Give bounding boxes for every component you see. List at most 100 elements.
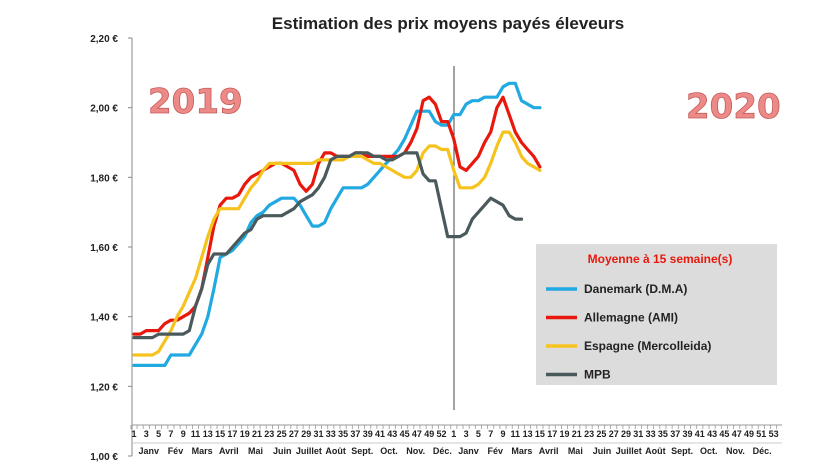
month-label: Nov. [726,446,745,456]
x-tick-label: 11 [191,429,201,439]
month-label: Mars [511,446,532,456]
x-tick-label: 7 [168,429,173,439]
x-tick-label: 37 [670,429,680,439]
x-tick-label: 27 [609,429,619,439]
month-label: Avril [219,446,239,456]
x-tick-label: 37 [350,429,360,439]
month-label: Janv [139,446,160,456]
month-label: Fév [168,446,184,456]
x-tick-label: 43 [707,429,717,439]
x-tick-label: 53 [769,429,779,439]
x-axis: 1 3 5 7 9 11 13 15 17 19 21 23 25 27 29 31 33 35 37 39 41 43 4… [130,424,782,456]
legend-label-danemark-d-m-a: Danemark (D.M.A) [584,282,687,296]
month-label: Juin [593,446,612,456]
series-line-danemark-d-m-a [132,81,542,367]
x-tick-label: 3 [464,429,469,439]
x-tick-label: 13 [523,429,533,439]
x-tick-label: 17 [547,429,557,439]
x-tick-label: 9 [181,429,186,439]
y-tick-label: 1,00 € [90,452,118,462]
y-tick-label: 1,80 € [90,173,118,184]
x-tick-label: 21 [252,429,262,439]
legend-box [536,244,777,385]
month-label: Mars [192,446,213,456]
month-label: Déc. [753,446,772,456]
x-tick-label: 47 [412,429,422,439]
year-label-2020: 2020 [686,87,781,127]
x-tick-label: 41 [695,429,705,439]
x-tick-label: 49 [424,429,434,439]
x-tick-label: 39 [682,429,692,439]
x-tick-label: 25 [596,429,606,439]
month-label: Nov. [406,446,425,456]
x-tick-label: 31 [313,429,323,439]
x-tick-label: 19 [240,429,250,439]
y-axis: 1,00 € 1,20 € 1,40 € 1,60 € 1,80 € 2,00 € 2,20… [90,34,133,462]
y-tick-label: 2,20 € [90,34,118,45]
x-tick-label: 15 [535,429,545,439]
x-tick-label: 31 [633,429,643,439]
x-tick-label: 33 [646,429,656,439]
month-label: Juillet [296,446,322,456]
legend-label-allemagne-ami: Allemagne (AMI) [584,311,678,325]
x-tick-label: 23 [264,429,274,439]
month-label: Août [645,446,666,456]
x-tick-label: 49 [744,429,754,439]
x-tick-label: 1 [451,429,456,439]
x-tick-label: 51 [756,429,766,439]
series-line-allemagne-ami [132,95,542,336]
month-label: Janv [458,446,479,456]
x-tick-label: 5 [156,429,161,439]
year-label-2019: 2019 [148,82,243,122]
series-line-mpb [132,151,524,340]
x-tick-label: 29 [621,429,631,439]
x-tick-label: 35 [338,429,348,439]
y-tick-label: 1,20 € [90,382,118,393]
x-tick-label: 33 [326,429,336,439]
month-label: Avril [539,446,559,456]
x-tick-label: 39 [363,429,373,439]
month-label: Déc. [433,446,452,456]
x-tick-label: 3 [144,429,149,439]
x-tick-label: 9 [500,429,505,439]
series-layer [132,81,542,367]
month-label: Oct. [700,446,718,456]
x-tick-label: 23 [584,429,594,439]
series-line-espagne-mercolleida [132,130,542,357]
x-tick-label: 11 [511,429,521,439]
x-tick-label: 25 [277,429,287,439]
y-tick-label: 2,00 € [90,104,118,115]
x-tick-label: 13 [203,429,213,439]
legend-label-espagne-mercolleida: Espagne (Mercolleida) [584,339,711,353]
x-tick-label: 15 [215,429,225,439]
x-tick-label: 5 [476,429,481,439]
x-tick-label: 45 [719,429,729,439]
legend-title: Moyenne à 15 semaine(s) [588,252,733,266]
x-tick-label: 17 [227,429,237,439]
x-tick-label: 29 [301,429,311,439]
x-tick-label: 27 [289,429,299,439]
month-label: Fév [487,446,503,456]
month-label: Juillet [616,446,642,456]
legend: Danemark (D.M.A) Allemagne (AMI) Espagne (… [546,282,711,382]
x-tick-label: 47 [732,429,742,439]
month-label: Mai [248,446,263,456]
x-tick-label: 19 [559,429,569,439]
x-tick-label: 41 [375,429,385,439]
month-label: Sept. [351,446,373,456]
month-label: Juin [273,446,292,456]
x-tick-label: 21 [572,429,582,439]
x-tick-label: 45 [400,429,410,439]
x-tick-label: 1 [131,429,136,439]
month-label: Oct. [380,446,398,456]
x-tick-label: 35 [658,429,668,439]
x-tick-label: 7 [488,429,493,439]
chart-title: Estimation des prix moyens payés éleveur… [272,14,624,33]
x-tick-label: 43 [387,429,397,439]
month-label: Août [325,446,346,456]
month-label: Mai [568,446,583,456]
legend-label-mpb: MPB [584,368,611,382]
y-tick-label: 1,60 € [90,243,118,254]
month-label: Sept. [671,446,693,456]
